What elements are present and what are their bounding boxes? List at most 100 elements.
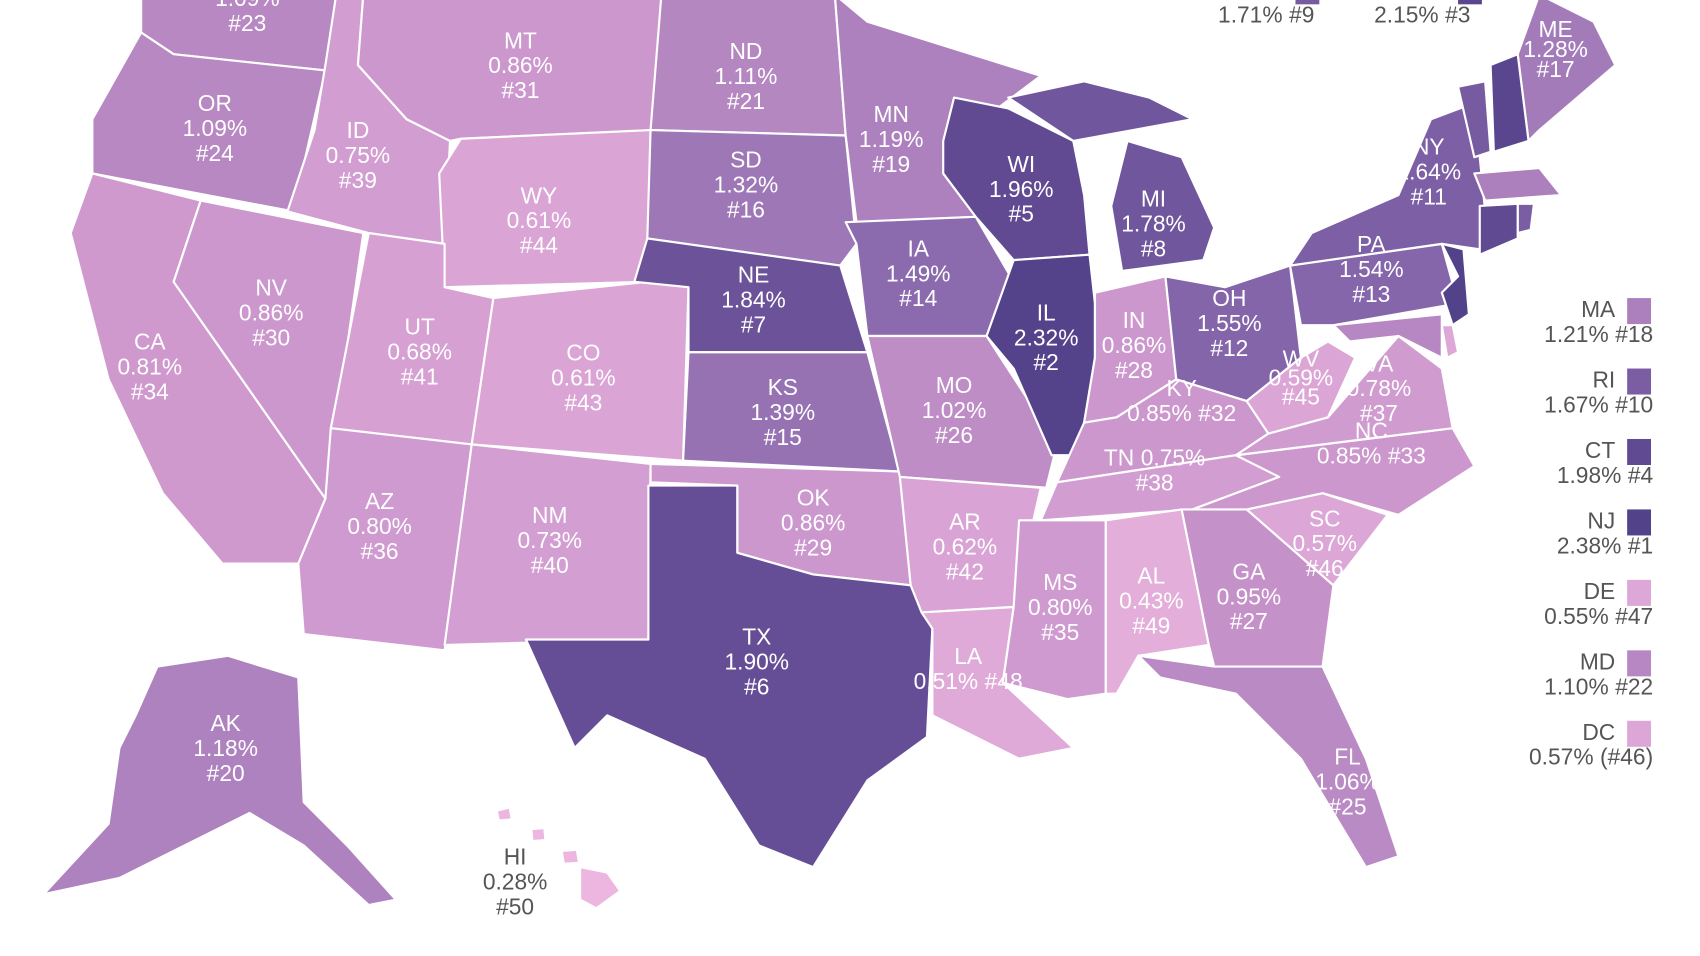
legend-swatch bbox=[1627, 438, 1652, 465]
label-rank: #47 bbox=[1615, 603, 1653, 629]
label-rank: #48 bbox=[985, 668, 1023, 694]
label-rank: #20 bbox=[207, 760, 245, 786]
legend-label: 1.98% #4 bbox=[1557, 462, 1653, 488]
legend-label: 0.55% #47 bbox=[1544, 603, 1653, 629]
state-label: 0.86% bbox=[239, 299, 304, 325]
label-value-label: 0.81% bbox=[118, 354, 183, 380]
state-label: 0.80% bbox=[347, 513, 412, 539]
label-value-label: 0.86% bbox=[1102, 332, 1167, 358]
label-value-label: 0.85% bbox=[1317, 442, 1382, 468]
label-value-label: 1.32% bbox=[714, 171, 779, 197]
state-label: 0.86% bbox=[1102, 332, 1167, 358]
label-code: PA bbox=[1357, 231, 1386, 257]
label-value-label: 1.06% bbox=[1315, 769, 1380, 795]
legend-label: MA bbox=[1581, 296, 1616, 322]
label-rank: #4 bbox=[1628, 462, 1653, 488]
label-code: NY bbox=[1413, 134, 1445, 160]
label-code: NM bbox=[532, 502, 567, 528]
label-value-label: 1.90% bbox=[725, 648, 790, 674]
label-code: AL bbox=[1137, 563, 1165, 589]
state-label: #50 bbox=[496, 893, 534, 919]
state-label: #17 bbox=[1537, 56, 1575, 82]
label-rank: #11 bbox=[1411, 183, 1447, 209]
label-code: WI bbox=[1007, 151, 1035, 177]
state-label: #14 bbox=[899, 285, 937, 311]
state-label: 1.09% bbox=[183, 115, 248, 141]
label-value-label: 0.73% bbox=[518, 527, 583, 553]
state-label: 0.59% bbox=[1269, 364, 1334, 390]
label-rank: #6 bbox=[744, 673, 769, 699]
state-label: SC bbox=[1309, 505, 1341, 531]
label-value-label: 0.61% bbox=[551, 364, 616, 390]
state-label: ME bbox=[1539, 16, 1573, 42]
state-label: NV bbox=[255, 274, 287, 300]
label-rank: #14 bbox=[899, 285, 937, 311]
label-value-label: 1.49% bbox=[886, 260, 951, 286]
label-value-label: 0.55% bbox=[1544, 603, 1609, 629]
label-value-label: 0.80% bbox=[1028, 594, 1093, 620]
label-rank: #35 bbox=[1041, 619, 1079, 645]
label-rank: #33 bbox=[1388, 442, 1426, 468]
label-value-label: 0.59% bbox=[1269, 364, 1334, 390]
label-rank: #27 bbox=[1230, 608, 1268, 634]
legend-swatch bbox=[1295, 0, 1320, 5]
label-code: CA bbox=[134, 329, 166, 355]
state-label: CO bbox=[566, 339, 600, 365]
state-label: MN bbox=[873, 101, 908, 127]
state-label: #23 bbox=[228, 10, 266, 36]
state-label: 0.80% bbox=[1028, 594, 1093, 620]
state bbox=[524, 484, 934, 869]
state-label: WY bbox=[521, 182, 558, 208]
state bbox=[1332, 313, 1443, 359]
label-code: FL bbox=[1334, 744, 1361, 770]
label-code: AZ bbox=[365, 488, 394, 514]
label-rank: #16 bbox=[727, 196, 765, 222]
state-label: 0.85% #33 bbox=[1317, 442, 1426, 468]
label-rank: #9 bbox=[1289, 1, 1314, 27]
state-label: 1.09% bbox=[215, 0, 280, 11]
state-label: 0.43% bbox=[1119, 588, 1184, 614]
state-label: 0.61% bbox=[507, 207, 572, 233]
state-label: #39 bbox=[339, 167, 377, 193]
label-rank: #34 bbox=[131, 378, 169, 404]
label-value-label: 0.28% bbox=[483, 868, 548, 894]
state-label: 2.32% bbox=[1014, 324, 1079, 350]
legend-label: DC bbox=[1582, 719, 1615, 745]
label-rank: #12 bbox=[1210, 335, 1248, 361]
state bbox=[1137, 654, 1400, 869]
state-label: NE bbox=[738, 261, 770, 287]
label-value-label: 1.18% bbox=[193, 735, 258, 761]
state-label: MT bbox=[504, 27, 537, 53]
state-label: #12 bbox=[1210, 335, 1248, 361]
label-value-label: 0.75% bbox=[1141, 445, 1206, 471]
label-value-label: 0.95% bbox=[1217, 583, 1282, 609]
label-value-label: 1.09% bbox=[183, 115, 248, 141]
legend-swatch bbox=[1627, 650, 1652, 677]
state-label: #37 bbox=[1360, 400, 1398, 426]
state-label: #6 bbox=[744, 673, 769, 699]
state-label: 1.06% bbox=[1315, 769, 1380, 795]
label-rank: #29 bbox=[794, 535, 832, 561]
state-label: 0.81% bbox=[118, 354, 183, 380]
label-rank: #31 bbox=[502, 77, 540, 103]
label-rank: #49 bbox=[1132, 613, 1170, 639]
state-label: WV bbox=[1283, 345, 1320, 371]
label-value-label: 1.84% bbox=[721, 286, 786, 312]
legend-label: NJ bbox=[1587, 507, 1615, 533]
state-label: #42 bbox=[946, 558, 984, 584]
label-code: MT bbox=[504, 27, 537, 53]
state-label: OH bbox=[1212, 285, 1246, 311]
label-value-label: 1.54% bbox=[1339, 256, 1404, 282]
state-label: NC bbox=[1355, 417, 1388, 443]
legend-label: 1.71% #9 bbox=[1218, 1, 1314, 27]
legend-label: MD bbox=[1580, 648, 1615, 674]
label-value-label: 0.43% bbox=[1119, 588, 1184, 614]
state bbox=[866, 334, 1059, 489]
state-label: 0.57% bbox=[1292, 530, 1357, 556]
label-value-label: 0.86% bbox=[781, 510, 846, 536]
label-code: GA bbox=[1232, 558, 1266, 584]
legend-label: 0.57% (#46) bbox=[1529, 744, 1653, 770]
label-rank: #41 bbox=[401, 363, 439, 389]
label-code: OH bbox=[1212, 285, 1246, 311]
